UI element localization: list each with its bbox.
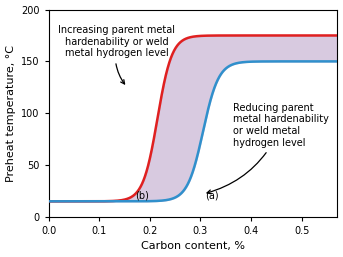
X-axis label: Carbon content, %: Carbon content, % (141, 241, 245, 251)
Text: (a): (a) (205, 190, 219, 200)
Text: Reducing parent
metal hardenability
or weld metal
hydrogen level: Reducing parent metal hardenability or w… (207, 103, 329, 194)
Y-axis label: Preheat temperature, °C: Preheat temperature, °C (5, 45, 15, 182)
Text: (b): (b) (135, 190, 149, 200)
Text: Increasing parent metal
hardenability or weld
metal hydrogen level: Increasing parent metal hardenability or… (58, 25, 176, 84)
